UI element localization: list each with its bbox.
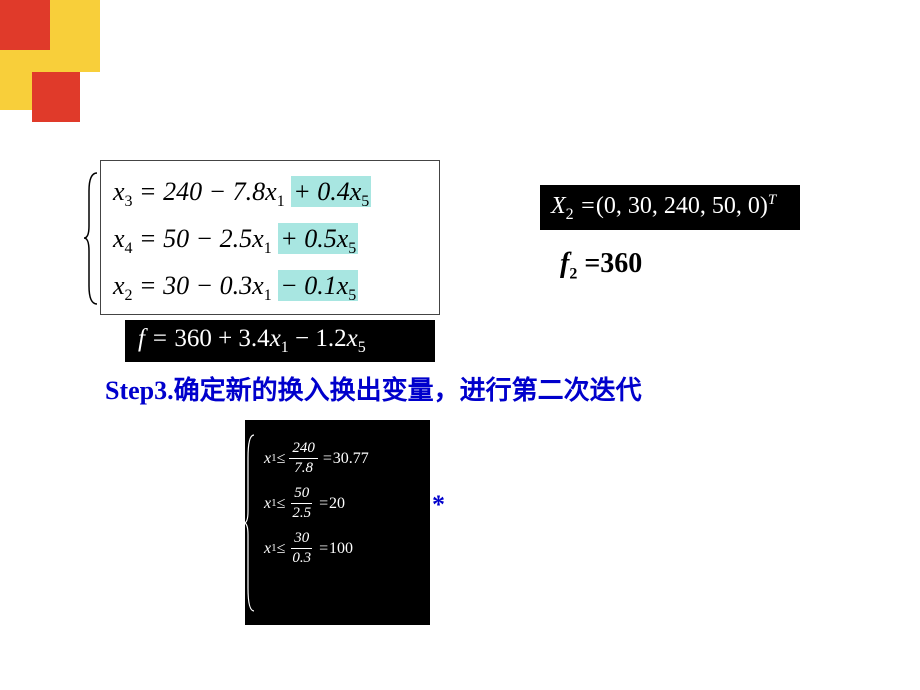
r1-v: x <box>264 451 271 467</box>
eq1-a1: − 7.8 <box>209 177 266 206</box>
deco-block <box>32 72 80 122</box>
r2-val: 20 <box>329 496 345 512</box>
eq3-a1: − 0.3 <box>196 271 253 300</box>
f-minus: − 1.2 <box>289 325 347 352</box>
r1-frac: 2407.8 <box>289 441 318 476</box>
eq1-lhs-sub: 3 <box>125 193 133 210</box>
eq1-c: 240 <box>163 177 202 206</box>
deco-block <box>50 0 100 50</box>
f-s1: 1 <box>281 339 289 356</box>
eq1-v1: x <box>265 177 277 206</box>
f2-var: f <box>560 248 569 279</box>
r1-den: 7.8 <box>291 459 316 476</box>
r3-num: 30 <box>291 531 312 549</box>
x2-eq: = <box>574 193 596 219</box>
eq2-v1: x <box>252 224 264 253</box>
eq3-hl: − 0.1x5 <box>278 270 358 301</box>
ratio-test-box: x1 ≤ 2407.8 = 30.77 x1 ≤ 502.5 = 20 x1 ≤… <box>245 420 430 625</box>
eq1-v2: x <box>350 177 362 206</box>
eq3-a2: − 0.1 <box>280 271 337 300</box>
selection-asterisk: * <box>432 490 445 520</box>
step3-heading: Step3.确定新的换入换出变量，进行第二次迭代 <box>105 370 642 407</box>
eq1-lhs-var: x <box>113 177 125 206</box>
ratio-brace-icon <box>243 433 257 613</box>
eq1-hl: + 0.4x5 <box>291 176 371 207</box>
eq3-v1: x <box>252 271 264 300</box>
deco-block <box>50 50 100 72</box>
eq2-lhs-var: x <box>113 224 125 253</box>
x2-sup: T <box>768 192 776 208</box>
r3-frac: 300.3 <box>289 531 314 566</box>
brace-icon <box>83 171 101 306</box>
eq1-s2: 5 <box>361 193 369 210</box>
r1-num: 240 <box>289 441 318 459</box>
equation-system-box: x3 = 240 − 7.8x1 + 0.4x5 x4 = 50 − 2.5x1… <box>100 160 440 315</box>
corner-decoration <box>0 0 120 170</box>
r2-num: 50 <box>291 486 312 504</box>
x2-var: X <box>551 193 566 219</box>
f2-rest: =360 <box>577 248 642 279</box>
eq2-v2: x <box>337 224 349 253</box>
eq3-lhs-var: x <box>113 271 125 300</box>
eq3-lhs-sub: 2 <box>125 288 133 305</box>
x2-vector-box: X2 =(0, 30, 240, 50, 0)T <box>540 185 800 230</box>
f-v2: x <box>347 325 358 352</box>
f-v1: x <box>270 325 281 352</box>
ratio-3: x1 ≤ 300.3 = 100 <box>256 531 419 566</box>
f-s2: 5 <box>358 339 366 356</box>
f-body: 360 + 3.4 <box>174 325 269 352</box>
eq1-a2: + 0.4 <box>293 177 350 206</box>
r1-val: 30.77 <box>333 451 369 467</box>
r3-val: 100 <box>329 541 353 557</box>
eq3-v2: x <box>337 271 349 300</box>
eq2-hl: + 0.5x5 <box>278 223 358 254</box>
equation-3: x2 = 30 − 0.3x1 − 0.1x5 <box>113 263 427 310</box>
objective-f-box: f = 360 + 3.4x1 − 1.2x5 <box>125 320 435 362</box>
eq3-s1: 1 <box>264 288 272 305</box>
x2-sub: 2 <box>566 206 574 223</box>
eq1-s1: 1 <box>277 193 285 210</box>
equation-1: x3 = 240 − 7.8x1 + 0.4x5 <box>113 169 427 216</box>
equation-2: x4 = 50 − 2.5x1 + 0.5x5 <box>113 216 427 263</box>
ratio-2: x1 ≤ 502.5 = 20 <box>256 486 419 521</box>
r2-v: x <box>264 496 271 512</box>
r3-v: x <box>264 541 271 557</box>
f-lhs: f <box>138 325 145 352</box>
r1-s: 1 <box>271 453 277 464</box>
eq3-c: 30 <box>163 271 189 300</box>
eq2-s1: 1 <box>264 240 272 257</box>
r2-den: 2.5 <box>289 504 314 521</box>
x2-vals: (0, 30, 240, 50, 0) <box>596 193 768 219</box>
eq2-a1: − 2.5 <box>196 224 253 253</box>
r3-s: 1 <box>271 543 277 554</box>
eq2-a2: + 0.5 <box>280 224 337 253</box>
eq2-lhs-sub: 4 <box>125 240 133 257</box>
r3-den: 0.3 <box>289 549 314 566</box>
deco-block <box>0 0 50 50</box>
eq2-s2: 5 <box>348 240 356 257</box>
eq2-c: 50 <box>163 224 189 253</box>
f2-value: f2 =360 <box>560 248 642 284</box>
r2-s: 1 <box>271 498 277 509</box>
f-eq: = <box>145 325 174 352</box>
r2-frac: 502.5 <box>289 486 314 521</box>
ratio-1: x1 ≤ 2407.8 = 30.77 <box>256 441 419 476</box>
eq3-s2: 5 <box>348 288 356 305</box>
